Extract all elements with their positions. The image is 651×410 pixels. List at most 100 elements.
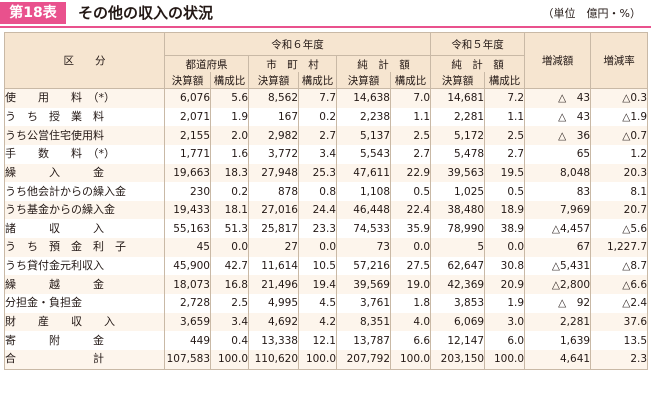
category-header: 区 分 <box>4 32 165 89</box>
table-row: 財 産 収 入 3,659 3.4 4,692 4.2 8,351 4.0 6,069 3.0 2… <box>4 312 649 332</box>
row-label: 諸 収 入 <box>4 219 165 239</box>
cell-value: 23.3 <box>298 219 337 239</box>
table-row: う ち 授 業 料 2,071 1.9 167 0.2 2,238 1.1 2,281 1.1 △… <box>4 107 649 127</box>
row-label: 寄 附 金 <box>4 331 165 350</box>
table-row: 繰 入 金 19,663 18.3 27,948 25.3 47,611 22.9 39,56… <box>4 163 649 183</box>
settled-header: 決算額 <box>430 72 486 89</box>
table-title: その他の収入の状況 <box>78 4 214 22</box>
cell-value: 42.7 <box>210 256 249 276</box>
cell-value: 2.5 <box>484 126 526 145</box>
title-rule <box>0 26 651 28</box>
cell-value: 110,620 <box>248 349 299 370</box>
cell-value: 7,969 <box>524 200 592 220</box>
table-row: 分担金・負担金 2,728 2.5 4,995 4.5 3,761 1.8 3,853 1.9 △… <box>4 294 649 313</box>
cell-value: 19.5 <box>484 163 526 183</box>
cell-value: 2,281 <box>524 312 592 332</box>
cell-value: 19.0 <box>389 275 432 295</box>
cell-value: 2.5 <box>210 294 249 313</box>
cell-value: 12.1 <box>298 331 337 350</box>
cell-value: 39,563 <box>430 163 486 183</box>
table-row: うち公営住宅使用料 2,155 2.0 2,982 2.7 5,137 2.5 5,172 2.… <box>4 126 649 145</box>
cell-value: 74,533 <box>336 219 391 239</box>
cell-value: 22.4 <box>389 200 432 220</box>
row-label: 繰 越 金 <box>4 275 165 295</box>
cell-value: 3,853 <box>430 294 486 313</box>
cell-value: 6,076 <box>164 88 211 108</box>
cell-value: 37.6 <box>590 312 649 332</box>
table-row: 寄 附 金 449 0.4 13,338 12.1 13,787 6.6 12,147 6.0 1… <box>4 331 649 350</box>
cell-value: 19,663 <box>164 163 211 183</box>
change-header: 増減額 <box>524 32 592 89</box>
cell-value: 13,787 <box>336 331 391 350</box>
cell-value: 1.6 <box>210 144 249 164</box>
cell-value: 8,048 <box>524 163 592 183</box>
cell-value: 7.0 <box>389 88 432 108</box>
cell-value: 2.0 <box>210 126 249 145</box>
cell-value: △1.9 <box>590 107 649 127</box>
cell-value: 1,025 <box>430 182 486 201</box>
cell-value: △6.6 <box>590 275 649 295</box>
cell-value: 6,069 <box>430 312 486 332</box>
cell-value: 2,238 <box>336 107 391 127</box>
cell-value: 1.9 <box>210 107 249 127</box>
cell-value: 16.8 <box>210 275 249 295</box>
cell-value: 13,338 <box>248 331 299 350</box>
cell-value: 6.6 <box>389 331 432 350</box>
table-row: 手 数 料 （*） 1,771 1.6 3,772 3.4 5,543 2.7 5,478 2.… <box>4 144 649 164</box>
ratio-header: 構成比 <box>389 72 432 89</box>
cell-value: △5,431 <box>524 256 592 276</box>
row-label: う ち 授 業 料 <box>4 107 165 127</box>
cell-value: 14,681 <box>430 88 486 108</box>
cell-value: 0.0 <box>298 238 337 257</box>
table-row: 使 用 料 （*） 6,076 5.6 8,562 7.7 14,638 7.0 14,681… <box>4 88 649 108</box>
cell-value: 230 <box>164 182 211 201</box>
cell-value: 12,147 <box>430 331 486 350</box>
cell-value: 4,692 <box>248 312 299 332</box>
cell-value: 4,641 <box>524 349 592 370</box>
row-label: うち貸付金元利収入 <box>4 256 165 276</box>
cell-value: 1,227.7 <box>590 238 649 257</box>
cell-value: 3.0 <box>484 312 526 332</box>
cell-value: 100.0 <box>210 349 249 370</box>
cell-value: 35.9 <box>389 219 432 239</box>
cell-value: 27,948 <box>248 163 299 183</box>
cell-value: 1,639 <box>524 331 592 350</box>
cell-value: 19.4 <box>298 275 337 295</box>
cell-value: 30.8 <box>484 256 526 276</box>
settled-header: 決算額 <box>164 72 211 89</box>
table-row: うち他会計からの繰入金 230 0.2 878 0.8 1,108 0.5 1,025 0.5 8… <box>4 182 649 201</box>
cell-value: △ 36 <box>524 126 592 145</box>
cell-value: 13.5 <box>590 331 649 350</box>
ratio-header: 構成比 <box>210 72 249 89</box>
table-body: 使 用 料 （*） 6,076 5.6 8,562 7.7 14,638 7.0 14,681… <box>4 88 649 370</box>
table-row: 諸 収 入 55,163 51.3 25,817 23.3 74,533 35.9 78,99… <box>4 219 649 239</box>
cell-value: 5,478 <box>430 144 486 164</box>
cell-value: 2,071 <box>164 107 211 127</box>
cell-value: 100.0 <box>389 349 432 370</box>
cell-value: 65 <box>524 144 592 164</box>
cell-value: 0.8 <box>298 182 337 201</box>
cell-value: 3.4 <box>210 312 249 332</box>
cell-value: 39,569 <box>336 275 391 295</box>
table-row: う ち 預 金 利 子 45 0.0 27 0.0 73 0.0 5 0.0 67 1,227.7 <box>4 238 649 257</box>
table-number-tag: 第18表 <box>0 2 66 24</box>
cell-value: 2.5 <box>389 126 432 145</box>
cell-value: 18.9 <box>484 200 526 220</box>
cell-value: 4,995 <box>248 294 299 313</box>
cell-value: 5 <box>430 238 486 257</box>
cell-value: 4.5 <box>298 294 337 313</box>
cell-value: 38.9 <box>484 219 526 239</box>
cell-value: 203,150 <box>430 349 486 370</box>
cell-value: 5.6 <box>210 88 249 108</box>
cell-value: 2,281 <box>430 107 486 127</box>
row-label: 手 数 料 （*） <box>4 144 165 164</box>
cell-value: 45 <box>164 238 211 257</box>
cell-value: 83 <box>524 182 592 201</box>
cell-value: 1.9 <box>484 294 526 313</box>
cell-value: 67 <box>524 238 592 257</box>
cell-value: 62,647 <box>430 256 486 276</box>
cell-value: 51.3 <box>210 219 249 239</box>
total-r5-header: 純 計 額 <box>430 55 526 72</box>
r6-header: 令和６年度 <box>163 32 432 56</box>
cell-value: 11,614 <box>248 256 299 276</box>
